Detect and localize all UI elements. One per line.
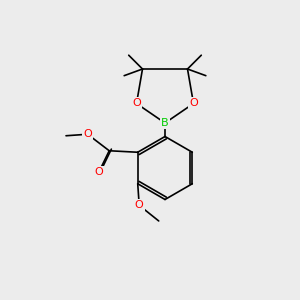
Text: B: B [161, 118, 169, 128]
Text: O: O [135, 200, 144, 210]
Text: O: O [83, 129, 92, 139]
Text: O: O [189, 98, 198, 109]
Text: O: O [132, 98, 141, 109]
Text: O: O [94, 167, 103, 177]
